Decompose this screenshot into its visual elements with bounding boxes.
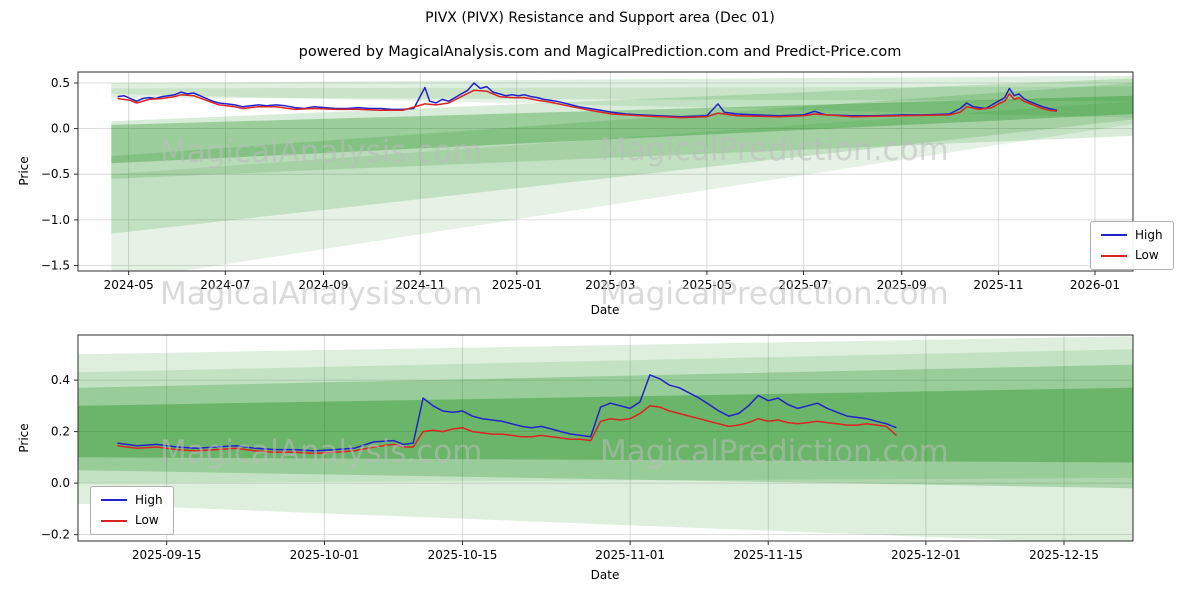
y-tick-label: 0.0 <box>51 476 70 490</box>
y-tick-label: −1.0 <box>41 213 70 227</box>
legend-label-high: High <box>135 493 163 507</box>
low-line-sample <box>101 519 127 522</box>
chart-subtitle: powered by MagicalAnalysis.com and Magic… <box>298 44 902 60</box>
legend-label-low: Low <box>135 513 159 528</box>
plot-border <box>77 71 1134 272</box>
low-line <box>117 405 897 455</box>
legend-label-low: Low <box>1135 248 1159 263</box>
y-tick-label: 0.0 <box>51 122 70 136</box>
support-resistance-band <box>111 83 1133 234</box>
bottom-x-axis-label: Date <box>590 568 620 582</box>
plot-content <box>111 75 1133 271</box>
legend-label-high: High <box>1135 228 1163 242</box>
x-tick-label: 2025-11-15 <box>733 548 803 562</box>
top-y-axis-label: Price <box>17 156 31 186</box>
bottom-y-axis-label: Price <box>17 423 31 453</box>
chart-0: 2024-05 2024-07 2024-09 2024-11 2025-01 2025-… <box>41 71 1134 292</box>
top-legend: High Low <box>1090 221 1174 270</box>
x-tick-label: 2025-10-15 <box>428 548 498 562</box>
plot-border <box>77 334 1134 542</box>
x-tick-label: 2024-09 <box>298 278 348 292</box>
x-tick-label: 2025-05 <box>682 278 732 292</box>
x-tick-label: 2025-10-01 <box>290 548 360 562</box>
support-resistance-band <box>78 336 1133 541</box>
x-tick-label: 2025-03 <box>585 278 635 292</box>
high-line-sample <box>101 499 127 502</box>
support-resistance-band <box>111 101 1133 271</box>
y-tick-label: −0.2 <box>41 528 70 542</box>
high-line <box>117 82 1058 118</box>
x-tick-label: 2025-09-15 <box>132 548 202 562</box>
support-resistance-band <box>111 75 1133 102</box>
x-tick-label: 2025-11-01 <box>595 548 665 562</box>
legend-entry-low: Low <box>101 513 163 527</box>
support-resistance-band <box>111 86 1133 118</box>
legend-entry-low: Low <box>1101 248 1163 262</box>
chart-1: 2025-09-15 2025-10-01 2025-10-15 2025-11-01… <box>41 334 1134 562</box>
x-tick-label: 2024-11 <box>395 278 445 292</box>
x-tick-label: 2025-09 <box>877 278 927 292</box>
x-tick-label: 2025-12-01 <box>891 548 961 562</box>
x-tick-label: 2024-05 <box>104 278 154 292</box>
x-tick-label: 2026-01 <box>1070 278 1120 292</box>
y-tick-label: 0.2 <box>51 425 70 439</box>
y-tick-label: −1.5 <box>41 259 70 273</box>
plot-content <box>78 336 1133 541</box>
x-tick-label: 2025-01 <box>492 278 542 292</box>
support-resistance-band <box>78 387 1133 463</box>
x-tick-label: 2025-11 <box>973 278 1023 292</box>
support-resistance-band <box>111 95 1133 164</box>
chart-title: PIVX (PIVX) Resistance and Support area … <box>425 10 775 26</box>
low-line <box>117 89 1058 119</box>
bottom-legend: High Low <box>90 486 174 535</box>
high-line-sample <box>1101 234 1127 237</box>
support-resistance-band <box>78 364 1133 489</box>
legend-entry-high: High <box>101 493 163 507</box>
support-resistance-band <box>111 78 1133 179</box>
legend-entry-high: High <box>1101 228 1163 242</box>
y-tick-label: −0.5 <box>41 167 70 181</box>
x-tick-label: 2025-12-15 <box>1029 548 1099 562</box>
x-tick-label: 2024-07 <box>200 278 250 292</box>
y-tick-label: 0.5 <box>51 76 70 90</box>
low-line-sample <box>1101 254 1127 257</box>
y-tick-label: 0.4 <box>51 373 70 387</box>
top-x-axis-label: Date <box>590 303 620 317</box>
x-tick-label: 2025-07 <box>778 278 828 292</box>
high-line <box>117 374 897 452</box>
